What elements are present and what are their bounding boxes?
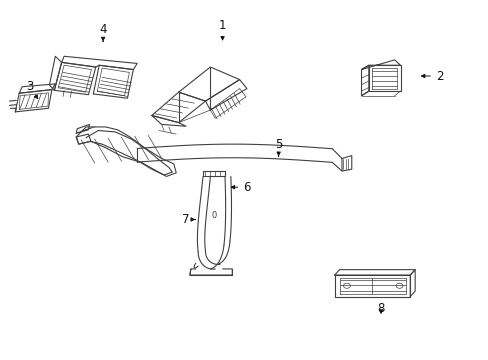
Text: 6: 6	[231, 181, 250, 194]
Text: 5: 5	[274, 138, 282, 156]
Text: 2: 2	[421, 69, 443, 82]
Text: 8: 8	[377, 302, 384, 315]
Text: 3: 3	[26, 80, 38, 99]
Text: 0: 0	[211, 211, 217, 220]
Text: 4: 4	[99, 23, 106, 41]
Text: 7: 7	[182, 213, 195, 226]
Text: 1: 1	[218, 19, 226, 40]
